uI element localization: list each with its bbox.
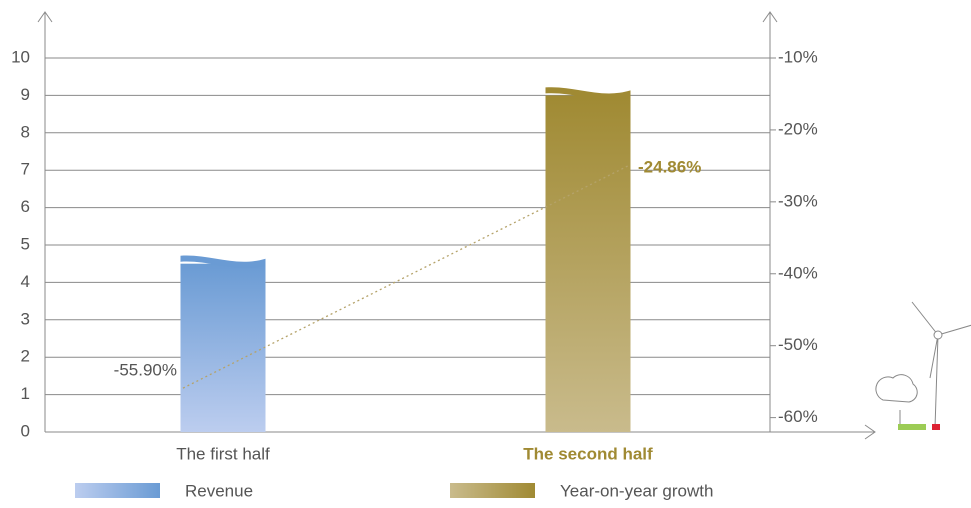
y-tick-label: 6 [21, 197, 30, 216]
bar [180, 263, 266, 432]
data-label: -24.86% [638, 157, 701, 176]
y-tick-label: 9 [21, 85, 30, 104]
y-tick-label: 5 [21, 234, 30, 253]
legend-swatch [75, 483, 160, 498]
decoration [875, 301, 971, 430]
turbine-base [932, 424, 940, 430]
y-tick-label: 4 [21, 272, 30, 291]
y-tick-label: 7 [21, 160, 30, 179]
y2-tick-label: -20% [778, 119, 818, 138]
turbine-hub [933, 330, 943, 340]
x-tick-label: The second half [523, 444, 653, 463]
grass [898, 424, 926, 430]
y-tick-label: 1 [21, 384, 30, 403]
data-label: -55.90% [114, 361, 177, 380]
bar-wave-cap [180, 255, 266, 269]
legend-label: Revenue [185, 481, 253, 500]
growth-line [182, 164, 631, 389]
bar [545, 95, 631, 433]
x-tick-label: The first half [176, 444, 270, 463]
tree [875, 374, 918, 428]
y-tick-label: 3 [21, 309, 30, 328]
y2-tick-label: -40% [778, 263, 818, 282]
legend-swatch [450, 483, 535, 498]
y2-tick-label: -10% [778, 47, 818, 66]
y-axis [37, 11, 53, 432]
y-tick-label: 10 [11, 47, 30, 66]
y2-tick-label: -60% [778, 407, 818, 426]
y2-tick-label: -50% [778, 335, 818, 354]
bar-wave-cap [545, 87, 631, 100]
legend-label: Year-on-year growth [560, 481, 713, 500]
y-tick-label: 8 [21, 122, 30, 141]
y-tick-label: 2 [21, 347, 30, 366]
wind-turbine [911, 301, 971, 429]
y2-tick-label: -30% [778, 191, 818, 210]
y-tick-label: 0 [21, 421, 30, 440]
y2-axis [762, 11, 778, 432]
